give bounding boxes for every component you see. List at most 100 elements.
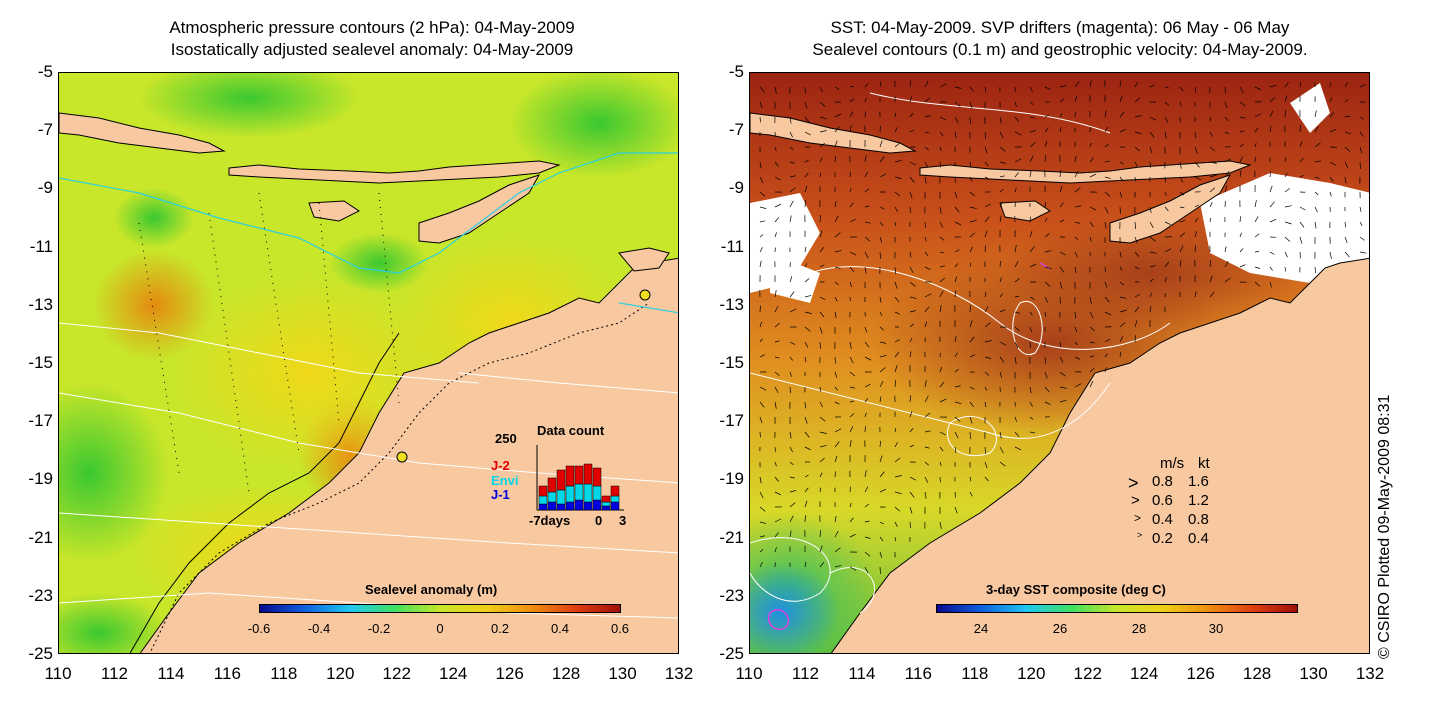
velocity-vector: [1344, 146, 1351, 152]
sumba-island: [999, 200, 1051, 222]
velocity-vector: [864, 486, 869, 493]
velocity-vector: [1029, 326, 1032, 333]
velocity-vector: [909, 337, 913, 343]
velocity-arrow-icon: >: [1128, 473, 1139, 493]
velocity-vector: [1344, 221, 1346, 228]
velocity-vector: [1074, 187, 1081, 193]
velocity-vector: [1284, 266, 1287, 272]
velocity-vector: [999, 277, 1002, 283]
x-tick-label: 118: [270, 664, 298, 683]
velocity-vector: [789, 146, 794, 151]
velocity-vector: [759, 401, 765, 408]
y-tick-label: -19: [719, 469, 744, 489]
velocity-vector: [819, 296, 826, 300]
velocity-vector: [1044, 86, 1051, 91]
velocity-vector: [1014, 295, 1020, 298]
velocity-vector: [849, 281, 852, 288]
velocity-vector: [1104, 338, 1111, 343]
velocity-vector: [864, 383, 871, 388]
velocity-vector: [1014, 431, 1020, 437]
velocity-vector: [759, 321, 762, 328]
velocity-vector: [1074, 356, 1080, 360]
velocity-vector: [1284, 157, 1287, 163]
velocity-vector: [1284, 221, 1292, 225]
sealevel-colorbar-title: Sealevel anomaly (m): [365, 582, 498, 597]
velocity-vector: [1224, 185, 1228, 193]
x-tick-label: 130: [608, 664, 637, 683]
velocity-vector: [879, 341, 886, 344]
velocity-vector: [864, 341, 870, 348]
velocity-vector: [864, 470, 867, 478]
velocity-vector: [1074, 326, 1078, 333]
velocity-vector: [834, 565, 842, 568]
velocity-vector: [1104, 353, 1108, 358]
velocity-vector: [1089, 355, 1095, 358]
velocity-vector: [774, 305, 779, 313]
histogram-bar: [565, 485, 575, 503]
velocity-vector: [774, 386, 779, 394]
velocity-vector: [774, 203, 782, 208]
velocity-vector: [759, 260, 762, 268]
velocity-vector: [984, 161, 989, 167]
velocity-vector: [834, 356, 836, 364]
velocity-vector: [1089, 296, 1092, 304]
velocity-vector: [759, 338, 763, 343]
velocity-vector: [804, 101, 808, 109]
velocity-vector: [1104, 110, 1107, 118]
velocity-vector: [969, 320, 973, 328]
velocity-vector: [1224, 171, 1230, 178]
velocity-vector: [1104, 206, 1109, 214]
velocity-vector: [1329, 161, 1336, 166]
velocity-vector: [1149, 251, 1157, 254]
velocity-vector: [804, 487, 809, 493]
green-patch: [59, 383, 169, 563]
y-tick-label: -5: [37, 62, 53, 81]
velocity-vector: [819, 86, 823, 93]
velocity-vector: [999, 201, 1003, 208]
velocity-vector: [834, 86, 840, 90]
velocity-vector: [789, 371, 792, 377]
velocity-vector: [924, 395, 929, 403]
velocity-vector: [1089, 341, 1095, 344]
velocity-vector: [1209, 131, 1213, 137]
velocity-vector: [954, 385, 961, 388]
drifter-track: [768, 608, 790, 630]
velocity-vector: [804, 131, 811, 136]
velocity-vector: [1239, 248, 1244, 253]
velocity-vector: [894, 506, 900, 512]
velocity-vector: [1119, 128, 1126, 133]
velocity-vector: [1194, 176, 1202, 181]
velocity-vector: [1089, 236, 1092, 242]
velocity-vector: [759, 521, 767, 524]
velocity-vector: [774, 491, 782, 496]
velocity-vector: [1014, 245, 1017, 253]
velocity-vector: [849, 85, 855, 88]
velocity-vector: [894, 536, 897, 542]
velocity-vector: [759, 86, 765, 93]
velocity-vector: [999, 161, 1006, 164]
velocity-vector: [1209, 217, 1212, 223]
velocity-vector: [1179, 232, 1186, 238]
x-tick-label: 118: [961, 664, 989, 683]
velocity-vector: [984, 230, 988, 238]
pressure-contour: [59, 322, 480, 384]
sumba-island: [308, 200, 360, 222]
x-tick-label: 112: [100, 664, 128, 683]
velocity-vector: [894, 457, 901, 463]
velocity-vector: [849, 386, 856, 389]
velocity-vector: [984, 131, 986, 139]
velocity-vector: [759, 416, 763, 424]
velocity-legend-ms: 0.2: [1152, 530, 1173, 547]
velocity-vector: [774, 547, 777, 553]
velocity-vector: [1104, 160, 1110, 163]
velocity-vector: [774, 322, 780, 328]
velocity-vector: [879, 81, 882, 88]
velocity-vector: [969, 386, 975, 390]
velocity-vector: [774, 532, 779, 538]
velocity-vector: [939, 431, 946, 436]
velocity-vector: [894, 296, 900, 303]
velocity-vector: [1254, 113, 1261, 118]
cloud-mask: [1290, 83, 1330, 133]
velocity-vector: [1314, 142, 1321, 148]
velocity-vector: [1359, 236, 1365, 241]
